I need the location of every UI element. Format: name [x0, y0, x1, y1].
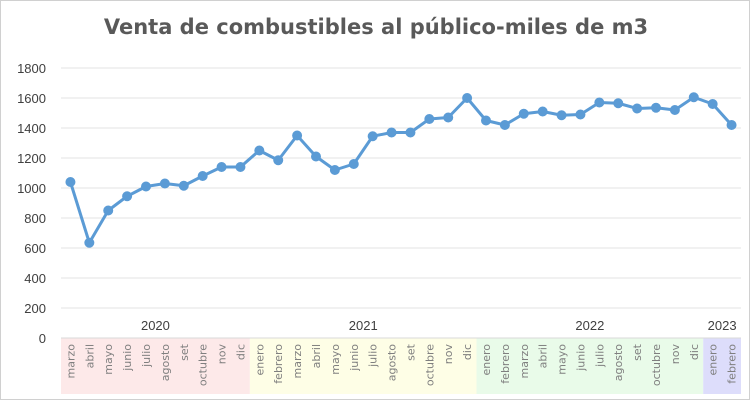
month-label: junio	[121, 344, 134, 372]
year-label: 2023	[708, 318, 737, 333]
data-point	[632, 103, 643, 114]
y-tick-label: 800	[24, 211, 46, 226]
data-point	[292, 130, 303, 141]
month-label: set	[178, 343, 191, 360]
month-label: marzo	[64, 344, 77, 379]
data-point	[122, 191, 133, 202]
month-label: octubre	[423, 344, 436, 386]
month-label: abril	[83, 344, 96, 368]
data-point	[273, 155, 284, 166]
data-point	[84, 237, 95, 248]
month-label: enero	[480, 344, 493, 376]
month-label: dic	[461, 344, 474, 360]
month-label: agosto	[386, 344, 399, 381]
year-band-2020	[61, 338, 250, 394]
month-label: junio	[348, 344, 361, 372]
month-label: marzo	[291, 344, 304, 379]
month-label: agosto	[612, 344, 625, 381]
month-label: dic	[688, 344, 701, 360]
month-label: octubre	[197, 344, 210, 386]
y-tick-label: 1600	[17, 91, 46, 106]
data-point	[178, 180, 189, 191]
data-point	[726, 120, 737, 130]
y-tick-label: 1200	[17, 151, 46, 166]
month-label: mayo	[102, 344, 115, 375]
y-tick-label: 200	[24, 301, 46, 316]
y-tick-label: 1400	[17, 121, 46, 136]
month-label: abril	[310, 344, 323, 368]
month-label: enero	[253, 344, 266, 376]
chart-title: Venta de combustibles al público-miles d…	[103, 15, 649, 39]
data-point	[216, 162, 227, 172]
data-point	[311, 151, 321, 162]
year-band-2021	[249, 338, 477, 394]
year-label: 2021	[349, 318, 378, 333]
month-label: dic	[234, 344, 247, 360]
data-point	[688, 92, 699, 103]
year-band-2022	[476, 338, 704, 394]
data-point	[405, 127, 416, 138]
data-point	[481, 115, 491, 126]
data-point	[556, 110, 567, 121]
month-label: octubre	[650, 344, 663, 386]
data-point	[594, 97, 605, 108]
month-label: junio	[574, 344, 587, 372]
month-label: nov	[216, 344, 229, 365]
month-label: set	[404, 343, 417, 360]
month-label: julio	[367, 344, 380, 368]
month-label: febrero	[726, 344, 739, 384]
data-point	[424, 114, 435, 124]
year-label: 2020	[141, 318, 170, 333]
month-label: nov	[442, 344, 455, 365]
data-point	[348, 159, 359, 169]
data-point	[707, 99, 718, 109]
month-label: mayo	[329, 344, 342, 375]
data-point	[575, 109, 586, 120]
data-point	[537, 106, 548, 117]
month-label: enero	[707, 344, 720, 376]
data-point	[235, 162, 246, 172]
data-point	[159, 178, 170, 189]
data-point	[367, 131, 378, 142]
data-point	[386, 127, 397, 138]
y-tick-label: 0	[39, 331, 46, 346]
data-point	[65, 177, 76, 187]
data-point	[669, 105, 680, 115]
data-point	[613, 98, 624, 109]
data-point	[443, 112, 454, 123]
month-label: abril	[537, 344, 550, 368]
y-tick-label: 1800	[17, 61, 46, 76]
month-label: set	[631, 343, 644, 360]
year-label: 2022	[575, 318, 604, 333]
data-point	[141, 181, 151, 192]
data-point	[254, 145, 265, 156]
month-label: julio	[140, 344, 153, 368]
month-label: julio	[593, 344, 606, 368]
month-label: nov	[669, 344, 682, 365]
series-line	[69, 95, 733, 245]
year-band-2023	[703, 338, 741, 394]
data-point	[651, 102, 661, 113]
month-label: mayo	[556, 344, 569, 375]
data-point	[518, 108, 529, 119]
y-tick-label: 1000	[17, 181, 46, 196]
data-point	[499, 120, 510, 130]
data-point	[197, 171, 208, 181]
month-label: marzo	[518, 344, 531, 379]
y-tick-label: 400	[24, 271, 46, 286]
month-label: febrero	[499, 344, 512, 384]
y-tick-label: 600	[24, 241, 46, 256]
data-point	[462, 93, 473, 103]
month-label: agosto	[159, 344, 172, 381]
data-point	[103, 205, 114, 216]
month-label: febrero	[272, 344, 285, 384]
data-point	[329, 165, 340, 175]
